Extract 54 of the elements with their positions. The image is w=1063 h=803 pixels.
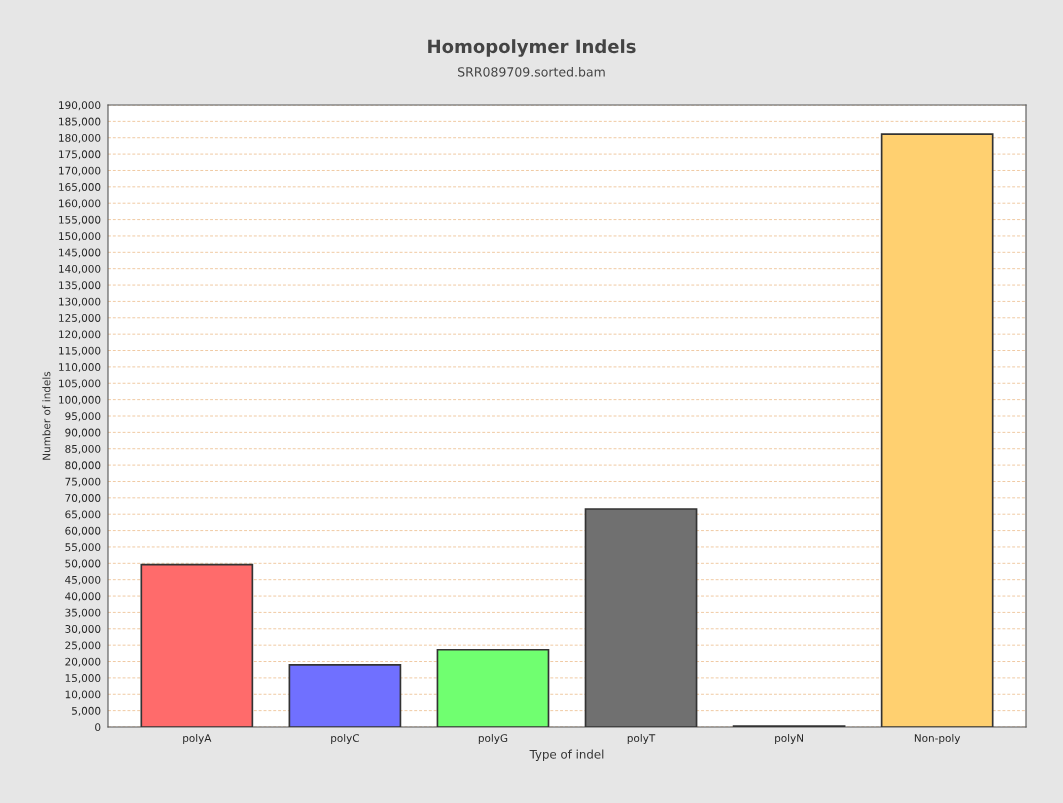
y-tick-label: 20,000 — [65, 657, 101, 667]
x-tick-label: polyA — [183, 733, 212, 745]
y-tick-label: 60,000 — [65, 526, 101, 536]
y-tick-label: 180,000 — [59, 133, 101, 143]
y-tick-label: 160,000 — [59, 199, 101, 209]
y-tick-label: 15,000 — [65, 674, 101, 684]
y-tick-label: 30,000 — [65, 625, 101, 634]
y-tick-label: 55,000 — [65, 543, 101, 553]
y-tick-label: 75,000 — [65, 477, 101, 487]
x-tick-label: polyG — [478, 733, 508, 745]
y-tick-label: 185,000 — [59, 117, 101, 127]
bar — [140, 563, 254, 727]
y-tick-label: 170,000 — [59, 166, 101, 176]
y-tick-label: 85,000 — [65, 444, 101, 454]
y-tick-label: 175,000 — [59, 150, 101, 160]
x-axis-title: Type of indel — [529, 749, 604, 762]
bar — [880, 133, 994, 727]
y-tick-label: 0 — [95, 723, 101, 732]
y-tick-label: 110,000 — [59, 363, 101, 373]
y-tick-label: 95,000 — [65, 412, 101, 422]
bar — [288, 663, 402, 727]
y-axis-title: Number of indels — [42, 371, 51, 460]
bar — [436, 648, 550, 727]
y-tick-label: 115,000 — [59, 346, 101, 356]
x-tick-label: polyN — [775, 733, 803, 745]
y-tick-label: 120,000 — [59, 330, 101, 340]
y-tick-label: 165,000 — [59, 183, 101, 193]
y-tick-label: 135,000 — [59, 281, 101, 291]
y-tick-label: 70,000 — [65, 494, 101, 504]
y-tick-label: 105,000 — [59, 379, 101, 389]
y-tick-label: 5,000 — [72, 706, 101, 716]
y-tick-label: 25,000 — [65, 641, 101, 651]
y-tick-label: 80,000 — [65, 461, 101, 471]
y-tick-label: 65,000 — [65, 510, 101, 520]
y-tick-label: 155,000 — [59, 215, 101, 225]
y-tick-label: 140,000 — [59, 264, 101, 274]
y-tick-label: 190,000 — [59, 101, 101, 111]
y-tick-label: 130,000 — [59, 297, 101, 307]
y-tick-label: 50,000 — [65, 559, 101, 569]
x-tick-label: polyC — [331, 733, 359, 745]
x-tick-label: polyT — [627, 733, 656, 745]
y-tick-label: 145,000 — [59, 248, 101, 258]
y-tick-label: 125,000 — [59, 314, 101, 323]
y-tick-label: 150,000 — [59, 232, 101, 242]
y-tick-label: 10,000 — [65, 690, 101, 700]
x-tick-label: Non-poly — [914, 733, 961, 745]
y-tick-label: 90,000 — [65, 428, 101, 438]
y-tick-label: 40,000 — [65, 592, 101, 602]
chart-title: Homopolymer Indels — [428, 39, 636, 57]
y-tick-label: 45,000 — [65, 575, 101, 585]
y-tick-label: 100,000 — [59, 395, 101, 405]
y-tick-label: 35,000 — [65, 608, 101, 618]
chart-subtitle: SRR089709.sorted.bam — [458, 66, 605, 77]
bar — [584, 508, 698, 727]
